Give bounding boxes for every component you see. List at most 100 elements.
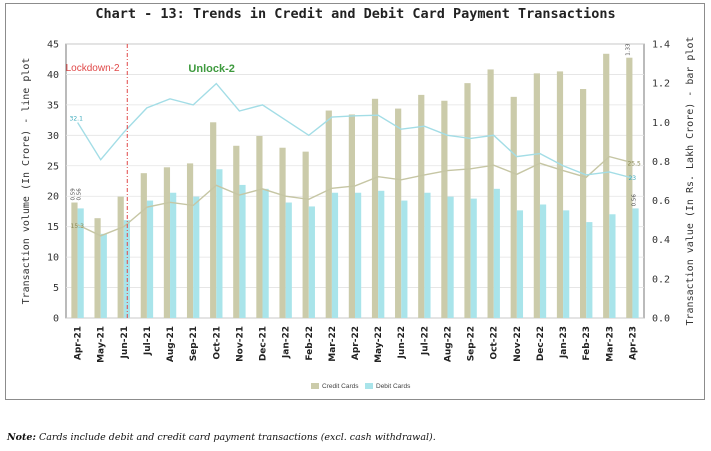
- line-credit-cards: [77, 155, 633, 237]
- y-right-tick-label: 0.2: [652, 274, 670, 285]
- x-tick-label: Mar-23: [605, 326, 615, 362]
- x-tick-label: Feb-23: [582, 326, 592, 361]
- bar-credit-cards: [140, 173, 147, 318]
- data-label-credit-value-first: 0.59: [71, 188, 77, 201]
- data-label-debit-value-last: 0.56: [631, 194, 637, 207]
- bar-debit-cards: [401, 200, 408, 318]
- y-left-tick-label: 40: [47, 70, 59, 81]
- bar-credit-cards: [186, 163, 194, 318]
- bar-debit-cards: [146, 200, 154, 318]
- bar-credit-cards: [626, 57, 633, 318]
- bar-credit-cards: [580, 89, 587, 318]
- bar-credit-cards: [117, 196, 124, 318]
- bar-credit-cards: [487, 69, 494, 318]
- y-right-tick-label: 1.4: [652, 40, 670, 51]
- y-right-tick-label: 0.8: [652, 157, 670, 168]
- bar-credit-cards: [256, 135, 263, 318]
- data-label-credit-volume-first: 15.3: [71, 223, 85, 230]
- legend: Credit Cards Debit Cards: [311, 383, 411, 390]
- lines-group: [77, 82, 633, 237]
- bar-credit-cards: [441, 100, 448, 318]
- y-left-tick-label: 20: [47, 192, 59, 203]
- bar-credit-cards: [163, 167, 171, 318]
- legend-label-debit-cards: Debit Cards: [376, 383, 411, 390]
- data-labels-group: Lockdown-2 Unlock-20.59 0.561.330.5615.332…: [66, 43, 641, 230]
- bar-credit-cards: [348, 114, 355, 318]
- y-right-tick-label: 0.6: [652, 196, 670, 207]
- x-tick-label: Jan-23: [559, 326, 569, 359]
- bar-debit-cards: [516, 210, 524, 318]
- y-left-tick-label: 30: [47, 131, 59, 142]
- y-right-tick-label: 0.4: [652, 235, 670, 246]
- y-left-tick-label: 15: [47, 222, 59, 233]
- bar-credit-cards: [233, 145, 240, 318]
- y-left-tick-label: 0: [53, 314, 59, 325]
- bar-debit-cards: [539, 204, 547, 318]
- bar-credit-cards: [603, 53, 610, 319]
- x-tick-label: Dec-22: [536, 326, 546, 361]
- bar-debit-cards: [262, 188, 269, 318]
- y-right-tick-label: 0.0: [652, 314, 670, 325]
- bar-debit-cards: [193, 196, 200, 318]
- x-tick-label: Aug-21: [166, 326, 176, 362]
- y-left-tick-label: 35: [47, 100, 59, 111]
- bar-debit-cards: [331, 192, 339, 318]
- footnote: Note: Cards include debit and credit car…: [7, 432, 436, 443]
- y-left-tick-label: 10: [47, 253, 59, 264]
- bar-debit-cards: [493, 188, 500, 318]
- bar-debit-cards: [378, 190, 385, 318]
- bar-credit-cards: [533, 73, 540, 318]
- annotation-unlock-2: Unlock-2: [188, 63, 234, 75]
- bar-debit-cards: [100, 233, 107, 318]
- chart-title: Chart - 13: Trends in Credit and Debit C…: [95, 6, 616, 22]
- data-label-credit-volume-last: 25.5: [627, 161, 641, 168]
- y-left-tick-label: 5: [53, 283, 59, 294]
- bars-group: [71, 53, 639, 319]
- x-tick-label: Jul-22: [420, 326, 430, 356]
- x-tick-label: Feb-22: [305, 326, 315, 361]
- bar-debit-cards: [632, 208, 639, 318]
- bar-debit-cards: [170, 192, 177, 318]
- x-tick-label: Apr-21: [74, 326, 84, 360]
- x-tick-label: Mar-22: [328, 326, 338, 362]
- bar-debit-cards: [239, 184, 246, 318]
- bar-credit-cards: [325, 110, 332, 319]
- x-tick-label: Jun-21: [120, 326, 130, 359]
- bar-credit-cards: [371, 98, 379, 318]
- annotation-lockdown-2: Lockdown-2: [66, 63, 120, 74]
- y-left-tick-label: 45: [47, 40, 59, 51]
- x-tick-label: Sep-21: [189, 326, 199, 361]
- chart-canvas: 0 5 10 15 20 25 30 35 40 45 0.0 0.2 0.4 0.6 0.8 1.0 1.2 1…: [21, 37, 696, 390]
- legend-label-credit-cards: Credit Cards: [322, 383, 359, 390]
- data-label-debit-volume-first: 32.1: [70, 116, 84, 123]
- bar-debit-cards: [609, 214, 616, 318]
- x-tick-label: Nov-21: [235, 326, 245, 362]
- y-right-axis-title: Transaction value (In Rs. Lakh Crore) - …: [685, 37, 696, 326]
- bar-debit-cards: [308, 206, 315, 318]
- x-tick-label: Apr-23: [628, 326, 638, 360]
- axes-group: 0 5 10 15 20 25 30 35 40 45 0.0 0.2 0.4 0.6 0.8 1.0 1.2 1…: [21, 37, 696, 363]
- bar-debit-cards: [216, 169, 223, 318]
- bar-debit-cards: [355, 192, 362, 318]
- x-tick-label: May-21: [97, 326, 107, 363]
- y-left-axis-title: Transaction volume (In Crore) - line plo…: [21, 58, 32, 305]
- bar-debit-cards: [77, 208, 84, 318]
- bar-debit-cards: [424, 192, 431, 318]
- data-label-debit-volume-last: 23: [628, 175, 636, 182]
- data-label-debit-value-first: 0.56: [77, 188, 83, 201]
- bar-credit-cards: [418, 94, 425, 318]
- legend-swatch-credit-cards: [311, 383, 319, 389]
- x-tick-label: Jun-22: [397, 326, 407, 359]
- data-label-credit-value-last: 1.33: [625, 43, 631, 56]
- bar-credit-cards: [510, 96, 517, 318]
- bar-credit-cards: [94, 218, 101, 318]
- y-right-tick-label: 1.2: [652, 79, 670, 90]
- bar-credit-cards: [279, 147, 286, 318]
- bar-credit-cards: [302, 151, 309, 318]
- x-tick-label: Dec-21: [259, 326, 269, 361]
- bar-debit-cards: [447, 196, 454, 318]
- bar-credit-cards: [210, 122, 217, 319]
- note-label: Note:: [7, 432, 36, 443]
- x-tick-label: Nov-22: [513, 326, 523, 362]
- bar-credit-cards: [556, 71, 564, 319]
